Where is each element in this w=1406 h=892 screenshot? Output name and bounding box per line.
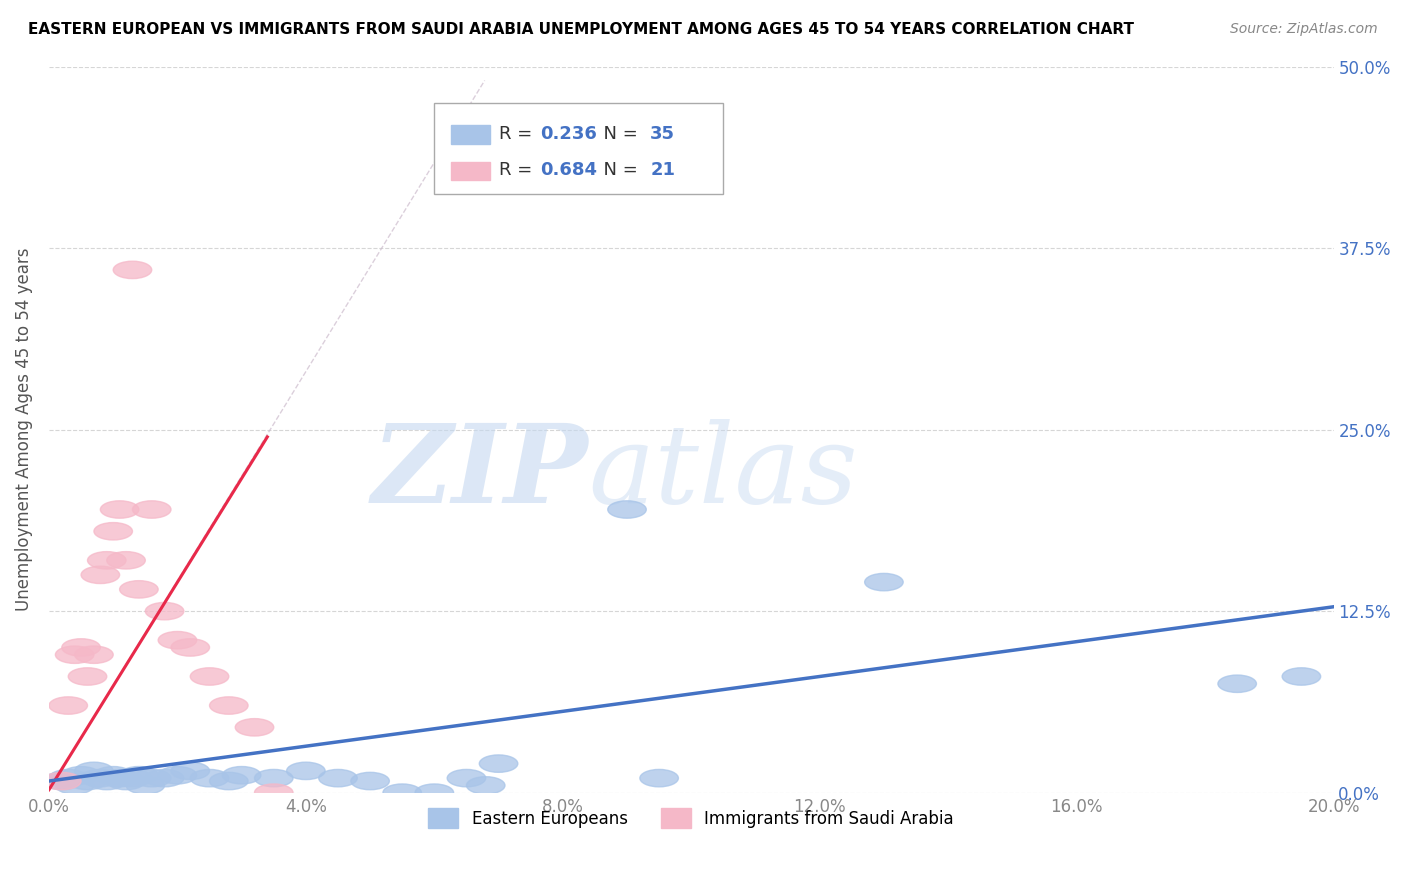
Ellipse shape xyxy=(87,551,127,569)
Text: atlas: atlas xyxy=(589,419,858,527)
Ellipse shape xyxy=(69,772,107,789)
Ellipse shape xyxy=(94,766,132,784)
Ellipse shape xyxy=(145,770,184,787)
Ellipse shape xyxy=(157,632,197,648)
Ellipse shape xyxy=(222,766,262,784)
Ellipse shape xyxy=(107,772,145,789)
Ellipse shape xyxy=(287,762,325,780)
Ellipse shape xyxy=(75,646,114,664)
Ellipse shape xyxy=(127,777,165,794)
Ellipse shape xyxy=(209,772,247,789)
Bar xyxy=(451,126,489,144)
Ellipse shape xyxy=(42,772,82,789)
Ellipse shape xyxy=(55,646,94,664)
Ellipse shape xyxy=(190,668,229,685)
FancyBboxPatch shape xyxy=(434,103,723,194)
Text: R =: R = xyxy=(499,161,537,179)
Ellipse shape xyxy=(100,500,139,518)
Ellipse shape xyxy=(120,581,157,598)
Text: EASTERN EUROPEAN VS IMMIGRANTS FROM SAUDI ARABIA UNEMPLOYMENT AMONG AGES 45 TO 5: EASTERN EUROPEAN VS IMMIGRANTS FROM SAUD… xyxy=(28,22,1135,37)
Ellipse shape xyxy=(1282,668,1320,685)
Ellipse shape xyxy=(107,551,145,569)
Ellipse shape xyxy=(447,770,485,787)
Legend: Eastern Europeans, Immigrants from Saudi Arabia: Eastern Europeans, Immigrants from Saudi… xyxy=(422,802,960,835)
Ellipse shape xyxy=(172,762,209,780)
Ellipse shape xyxy=(114,261,152,278)
Ellipse shape xyxy=(467,777,505,794)
Ellipse shape xyxy=(172,639,209,657)
Ellipse shape xyxy=(114,770,152,787)
Ellipse shape xyxy=(254,770,292,787)
Bar xyxy=(451,161,489,180)
Ellipse shape xyxy=(479,755,517,772)
Ellipse shape xyxy=(55,777,94,794)
Ellipse shape xyxy=(209,697,247,714)
Ellipse shape xyxy=(120,766,157,784)
Text: ZIP: ZIP xyxy=(371,419,589,527)
Text: 0.684: 0.684 xyxy=(540,161,596,179)
Y-axis label: Unemployment Among Ages 45 to 54 years: Unemployment Among Ages 45 to 54 years xyxy=(15,248,32,611)
Ellipse shape xyxy=(82,770,120,787)
Ellipse shape xyxy=(62,766,100,784)
Ellipse shape xyxy=(865,574,903,591)
Ellipse shape xyxy=(157,766,197,784)
Ellipse shape xyxy=(132,500,172,518)
Ellipse shape xyxy=(1218,675,1257,692)
Ellipse shape xyxy=(100,770,139,787)
Ellipse shape xyxy=(87,772,127,789)
Ellipse shape xyxy=(352,772,389,789)
Ellipse shape xyxy=(42,772,82,789)
Ellipse shape xyxy=(49,697,87,714)
Ellipse shape xyxy=(415,784,454,801)
Ellipse shape xyxy=(62,639,100,657)
Text: N =: N = xyxy=(592,161,644,179)
Text: 35: 35 xyxy=(650,125,675,143)
Ellipse shape xyxy=(382,784,422,801)
Ellipse shape xyxy=(640,770,679,787)
Text: 0.236: 0.236 xyxy=(540,125,596,143)
Text: N =: N = xyxy=(592,125,644,143)
Text: 21: 21 xyxy=(650,161,675,179)
Ellipse shape xyxy=(254,784,292,801)
Ellipse shape xyxy=(94,523,132,540)
Ellipse shape xyxy=(319,770,357,787)
Text: R =: R = xyxy=(499,125,537,143)
Ellipse shape xyxy=(69,668,107,685)
Ellipse shape xyxy=(82,566,120,583)
Ellipse shape xyxy=(190,770,229,787)
Ellipse shape xyxy=(235,719,274,736)
Ellipse shape xyxy=(132,770,172,787)
Ellipse shape xyxy=(145,602,184,620)
Ellipse shape xyxy=(607,500,647,518)
Ellipse shape xyxy=(75,762,114,780)
Ellipse shape xyxy=(49,770,87,787)
Text: Source: ZipAtlas.com: Source: ZipAtlas.com xyxy=(1230,22,1378,37)
